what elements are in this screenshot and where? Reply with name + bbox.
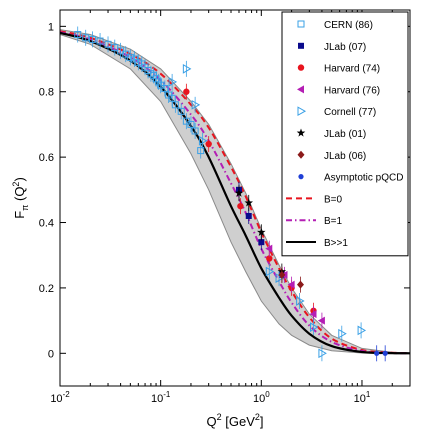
legend-marker bbox=[297, 85, 304, 94]
legend-label: Harvard (74) bbox=[324, 64, 380, 75]
data-point bbox=[198, 135, 208, 146]
y-tick-label: 0.8 bbox=[39, 87, 54, 99]
legend-item: B=0 bbox=[286, 194, 343, 205]
legend-item: Harvard (76) bbox=[297, 85, 380, 96]
y-tick-label: 0.4 bbox=[39, 218, 54, 230]
legend-item: Asymptotic pQCD bbox=[298, 173, 403, 184]
legend-marker bbox=[297, 150, 305, 159]
data-point bbox=[382, 350, 388, 356]
legend-label: JLab (06) bbox=[324, 151, 366, 162]
legend-item: JLab (01) bbox=[296, 128, 366, 140]
data-point bbox=[296, 280, 304, 289]
x-tick-label: 100 bbox=[253, 390, 270, 405]
series-cornell-77- bbox=[168, 60, 367, 362]
data-point bbox=[183, 88, 190, 95]
x-tick-label: 10-2 bbox=[50, 390, 70, 405]
data-point bbox=[168, 77, 178, 87]
legend-item: CERN (86) bbox=[297, 20, 373, 31]
plot-frame bbox=[59, 9, 411, 387]
data-point bbox=[88, 35, 96, 43]
data-point bbox=[187, 120, 195, 128]
legend-label: B=1 bbox=[324, 216, 343, 227]
series-cern-86- bbox=[74, 26, 205, 159]
legend-label: JLab (07) bbox=[324, 42, 366, 53]
data-point bbox=[171, 101, 179, 109]
data-point bbox=[182, 63, 192, 74]
data-point bbox=[258, 239, 265, 246]
data-point bbox=[265, 266, 275, 277]
data-point bbox=[104, 40, 112, 48]
legend-marker bbox=[297, 20, 305, 28]
data-point bbox=[265, 244, 273, 253]
data-point bbox=[318, 348, 327, 359]
x-tick-label: 10-1 bbox=[151, 390, 171, 405]
data-point bbox=[310, 322, 319, 333]
data-point bbox=[266, 255, 273, 262]
data-point bbox=[296, 296, 305, 306]
legend-label: Harvard (76) bbox=[324, 85, 380, 96]
model-curves-layer bbox=[59, 30, 411, 355]
legend-item: Cornell (77) bbox=[297, 106, 376, 118]
data-point bbox=[317, 316, 325, 325]
legend-item: Harvard (74) bbox=[297, 64, 380, 75]
data-point bbox=[161, 84, 169, 92]
legend-item: JLab (06) bbox=[297, 150, 366, 162]
data-point bbox=[126, 53, 134, 61]
data-point bbox=[357, 325, 367, 336]
data-point bbox=[205, 140, 212, 148]
data-point bbox=[82, 34, 90, 42]
legend-marker bbox=[298, 42, 304, 49]
y-tick-label: 0 bbox=[48, 348, 54, 360]
data-point bbox=[374, 350, 380, 356]
data-point bbox=[234, 188, 244, 197]
data-point bbox=[237, 202, 244, 210]
legend-label: B>>1 bbox=[324, 238, 348, 249]
data-point bbox=[309, 310, 317, 319]
data-point bbox=[287, 280, 295, 289]
legend-marker bbox=[297, 106, 307, 117]
y-tick-label: 0.2 bbox=[39, 283, 54, 295]
legend: CERN (86) JLab (07) Harvard (74) Harvard (7… bbox=[281, 11, 409, 257]
series-jlab-06- bbox=[278, 266, 304, 293]
y-tick-label: 1 bbox=[48, 21, 54, 33]
data-point bbox=[191, 127, 199, 135]
data-point bbox=[244, 198, 253, 207]
data-point bbox=[338, 328, 347, 339]
x-axis-title: Q2 [GeV2] bbox=[206, 412, 263, 429]
data-point bbox=[177, 107, 185, 115]
data-point bbox=[278, 270, 286, 279]
legend-label: Asymptotic pQCD bbox=[324, 173, 403, 184]
legend-marker bbox=[297, 64, 305, 71]
series-harvard-74- bbox=[183, 83, 317, 319]
series-asymptotic-pqcd bbox=[374, 345, 388, 362]
legend-item: B>>1 bbox=[286, 238, 348, 249]
legend-label: JLab (01) bbox=[324, 129, 366, 140]
legend-label: CERN (86) bbox=[324, 20, 373, 31]
data-points-layer bbox=[74, 26, 388, 362]
legend-marker bbox=[296, 128, 306, 137]
y-axis-title: Fπ (Q2) bbox=[11, 177, 30, 219]
legend-item: JLab (07) bbox=[298, 42, 366, 53]
data-point bbox=[74, 31, 82, 39]
legend-marker bbox=[298, 174, 304, 180]
data-point bbox=[191, 99, 201, 110]
curve-b-1 bbox=[59, 31, 411, 355]
data-point bbox=[257, 227, 266, 236]
legend-label: Cornell (77) bbox=[324, 107, 376, 118]
legend-label: B=0 bbox=[324, 194, 343, 205]
data-point bbox=[197, 147, 205, 155]
data-point bbox=[245, 212, 252, 219]
legend-box bbox=[281, 11, 409, 257]
series-harvard-76- bbox=[265, 240, 325, 329]
data-point bbox=[96, 37, 104, 45]
y-tick-label: 0.6 bbox=[39, 152, 54, 164]
x-tick-label: 101 bbox=[354, 390, 371, 405]
curve-b-0 bbox=[59, 30, 411, 355]
legend-item: B=1 bbox=[286, 216, 343, 227]
